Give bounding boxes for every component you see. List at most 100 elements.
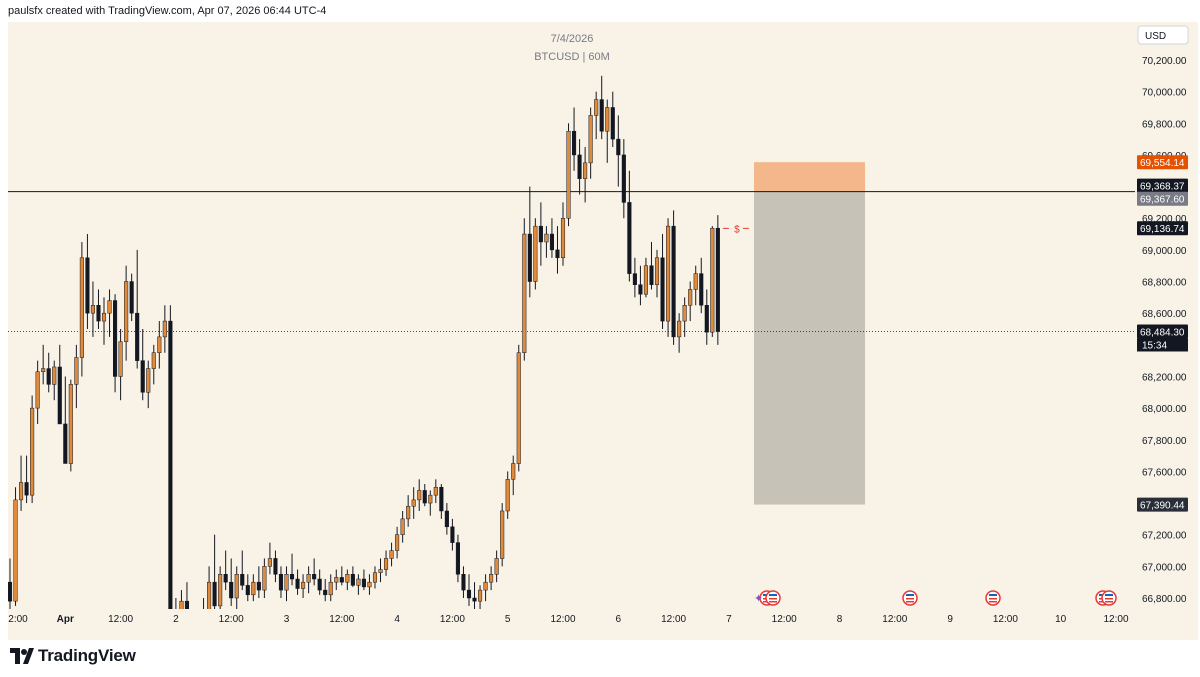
- candle[interactable]: [395, 526, 400, 559]
- candle[interactable]: [511, 455, 516, 496]
- candle[interactable]: [256, 566, 261, 598]
- candle[interactable]: [383, 550, 389, 576]
- price-chart[interactable]: 7/4/2026 BTCUSD | 60M $ ✦ 66,800.00 67,000.00…: [0, 0, 1200, 640]
- candle[interactable]: [339, 566, 344, 586]
- candle[interactable]: [583, 147, 588, 203]
- candle[interactable]: [555, 226, 560, 274]
- candle[interactable]: [710, 226, 715, 337]
- candle[interactable]: [79, 241, 84, 377]
- candle[interactable]: [367, 574, 372, 595]
- take-profit-zone[interactable]: [754, 191, 865, 505]
- candle[interactable]: [461, 566, 466, 598]
- candle[interactable]: [301, 574, 306, 598]
- candle[interactable]: [422, 484, 427, 507]
- candle[interactable]: [278, 566, 284, 598]
- candle[interactable]: [428, 490, 433, 516]
- candle[interactable]: [599, 75, 604, 140]
- candle[interactable]: [671, 210, 676, 345]
- candle[interactable]: [677, 313, 682, 353]
- candle[interactable]: [234, 566, 239, 613]
- candle[interactable]: [323, 579, 328, 602]
- candle[interactable]: [140, 329, 145, 401]
- candle[interactable]: [489, 566, 494, 591]
- candle[interactable]: [616, 115, 621, 187]
- candle[interactable]: [129, 273, 134, 322]
- candle[interactable]: [516, 344, 521, 472]
- candle[interactable]: [157, 321, 162, 369]
- candle[interactable]: [19, 455, 24, 511]
- candle[interactable]: [334, 569, 339, 591]
- candle[interactable]: [240, 550, 245, 591]
- stop-loss-zone[interactable]: [754, 162, 865, 192]
- candle[interactable]: [494, 550, 499, 583]
- candle[interactable]: [533, 218, 538, 290]
- candle[interactable]: [229, 558, 234, 606]
- candle[interactable]: [223, 550, 228, 591]
- candle[interactable]: [466, 574, 472, 606]
- candle[interactable]: [372, 566, 378, 589]
- candle[interactable]: [472, 582, 477, 610]
- candle[interactable]: [41, 344, 46, 385]
- candle[interactable]: [312, 558, 317, 586]
- currency-badge[interactable]: [1137, 25, 1189, 45]
- candle[interactable]: [46, 352, 51, 393]
- candle[interactable]: [450, 518, 455, 551]
- candle[interactable]: [505, 471, 510, 519]
- candle[interactable]: [621, 139, 626, 219]
- candle[interactable]: [356, 574, 361, 595]
- candle[interactable]: [179, 590, 184, 640]
- candle[interactable]: [124, 265, 129, 361]
- candle[interactable]: [245, 574, 250, 602]
- candle[interactable]: [184, 582, 190, 640]
- tradingview-logo[interactable]: TradingView: [10, 644, 136, 668]
- candle[interactable]: [605, 99, 610, 163]
- candle[interactable]: [610, 91, 615, 148]
- candle[interactable]: [24, 455, 29, 504]
- candle[interactable]: [682, 297, 687, 337]
- candle[interactable]: [168, 305, 173, 629]
- candle[interactable]: [345, 569, 350, 591]
- economic-event-icon[interactable]: [1101, 590, 1117, 606]
- candle[interactable]: [522, 218, 527, 361]
- candle[interactable]: [693, 265, 698, 306]
- candle[interactable]: [306, 566, 311, 594]
- candle[interactable]: [588, 107, 593, 179]
- candle[interactable]: [483, 574, 488, 602]
- candle[interactable]: [273, 550, 278, 583]
- candle[interactable]: [433, 479, 438, 504]
- candle[interactable]: [549, 218, 554, 258]
- candle[interactable]: [85, 234, 90, 329]
- candle[interactable]: [627, 170, 632, 282]
- candle[interactable]: [63, 376, 68, 464]
- candle[interactable]: [317, 569, 322, 595]
- candle[interactable]: [202, 598, 206, 640]
- candle[interactable]: [107, 289, 112, 337]
- candle[interactable]: [649, 241, 654, 290]
- candle[interactable]: [267, 542, 272, 575]
- candle[interactable]: [560, 202, 566, 266]
- candle[interactable]: [284, 566, 289, 602]
- candle[interactable]: [444, 503, 449, 535]
- candle[interactable]: [411, 487, 416, 519]
- economic-event-icon[interactable]: [902, 590, 918, 606]
- candle[interactable]: [632, 257, 637, 298]
- candle[interactable]: [500, 503, 505, 567]
- candle[interactable]: [262, 558, 267, 598]
- candle[interactable]: [544, 226, 549, 258]
- candle[interactable]: [400, 510, 405, 543]
- candle[interactable]: [654, 249, 660, 298]
- candle[interactable]: [715, 215, 720, 345]
- candle[interactable]: [350, 566, 355, 587]
- candle[interactable]: [295, 569, 300, 595]
- candle[interactable]: [162, 305, 167, 353]
- candle[interactable]: [577, 139, 582, 195]
- candle[interactable]: [151, 344, 156, 385]
- candle[interactable]: [174, 598, 178, 640]
- candle[interactable]: [96, 289, 101, 329]
- candle[interactable]: [212, 534, 217, 614]
- candle[interactable]: [13, 487, 18, 606]
- candle[interactable]: [538, 202, 543, 266]
- candle[interactable]: [30, 395, 35, 504]
- candle[interactable]: [146, 360, 151, 409]
- candle[interactable]: [251, 574, 256, 602]
